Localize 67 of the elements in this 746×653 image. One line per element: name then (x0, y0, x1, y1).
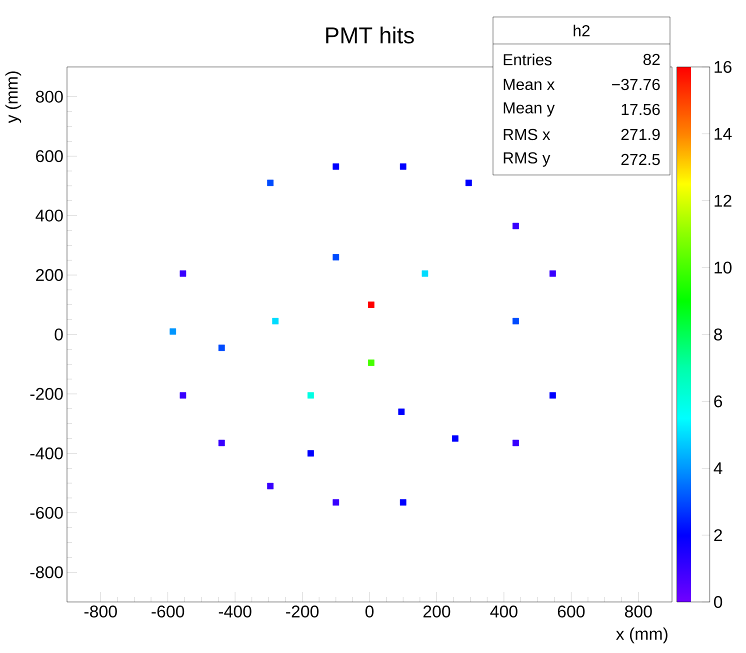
y-tick-label: -400 (30, 447, 63, 460)
point (549, 392, 556, 399)
point (549, 270, 556, 277)
point (307, 392, 314, 399)
point (398, 408, 405, 415)
x-tick-label: -400 (218, 606, 252, 618)
point (452, 435, 458, 442)
x-tick-label: -600 (152, 606, 184, 618)
point (465, 180, 472, 186)
point (272, 318, 279, 324)
annotation: 272.5 (621, 154, 660, 166)
x-tick-label: 400 (490, 606, 518, 618)
color-bar-label: 2 (714, 529, 722, 542)
point (332, 499, 340, 506)
text: h2 (574, 24, 590, 36)
y-tick-label: 0 (54, 328, 63, 340)
chart-title: PMT hits (326, 26, 414, 44)
color-bar-label: 10 (714, 262, 732, 274)
text: 82 (643, 54, 660, 66)
point (512, 222, 519, 230)
point (307, 450, 314, 457)
y-tick-label: 800 (36, 90, 63, 103)
point (332, 163, 340, 170)
color-bar-label: 12 (714, 194, 732, 207)
color-bar-label: 16 (714, 60, 732, 73)
y-tick-label: 600 (36, 150, 63, 162)
point (180, 270, 186, 277)
point (332, 254, 340, 260)
x-tick-label: -800 (84, 606, 117, 618)
annotation: Mean y (504, 102, 555, 117)
annotation: −37.76 (612, 78, 660, 90)
point (400, 163, 406, 170)
annotation: 271.9 (621, 128, 660, 140)
annotation: Mean x (504, 78, 555, 90)
annotation: RMS y (504, 152, 550, 167)
y-tick-label: 400 (36, 210, 63, 222)
x-tick-label: 200 (423, 606, 450, 618)
point (422, 270, 428, 277)
y-axis-title: y (mm) (5, 72, 22, 124)
x-axis-title: x (mm) (616, 628, 668, 644)
y-tick-label: -800 (30, 566, 63, 578)
point (368, 302, 374, 308)
y-tick-label: -200 (30, 388, 63, 400)
annotation: 17.56 (622, 104, 660, 116)
y-tick-label: -600 (30, 506, 63, 519)
point (170, 328, 176, 335)
color-bar-label: 4 (714, 462, 722, 474)
x-tick-label: 0 (365, 606, 374, 618)
text: Entries (504, 54, 552, 66)
color-bar-label: 14 (714, 128, 732, 140)
color-bar-label: 0 (714, 596, 722, 608)
point (368, 360, 374, 366)
point (267, 482, 274, 490)
color-bar-label: 6 (714, 395, 722, 408)
x-tick-label: 800 (625, 606, 652, 618)
point (400, 499, 406, 506)
point (267, 180, 274, 186)
point (180, 392, 186, 399)
x-tick-label: -200 (286, 606, 319, 618)
color-bar-label: 8 (714, 328, 722, 340)
point (218, 344, 225, 352)
point (512, 318, 519, 324)
annotation: RMS x (504, 128, 550, 140)
x-tick-label: 600 (558, 606, 585, 618)
point (218, 440, 225, 446)
y-tick-label: 200 (36, 269, 63, 282)
point (512, 440, 519, 446)
